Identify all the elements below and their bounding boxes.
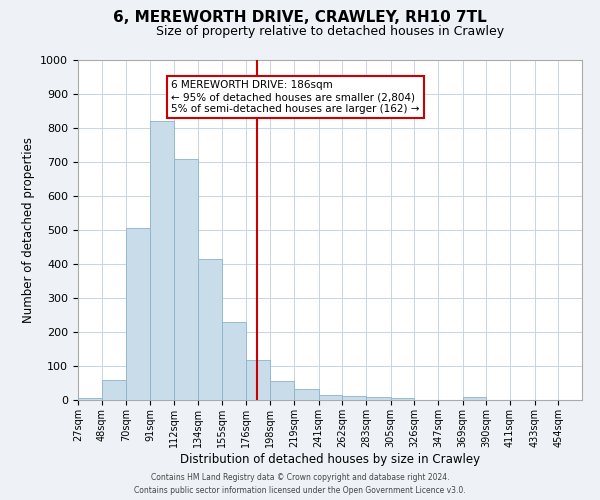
Bar <box>319 395 343 400</box>
Text: 6 MEREWORTH DRIVE: 186sqm
← 95% of detached houses are smaller (2,804)
5% of sem: 6 MEREWORTH DRIVE: 186sqm ← 95% of detac… <box>172 80 420 114</box>
Y-axis label: Number of detached properties: Number of detached properties <box>22 137 35 323</box>
Text: 6, MEREWORTH DRIVE, CRAWLEY, RH10 7TL: 6, MEREWORTH DRIVE, CRAWLEY, RH10 7TL <box>113 10 487 25</box>
Bar <box>150 121 173 400</box>
Bar <box>127 228 150 400</box>
Bar <box>245 360 271 400</box>
Bar <box>78 398 101 400</box>
Bar <box>173 158 199 400</box>
Bar <box>101 380 127 400</box>
Bar <box>343 396 366 400</box>
Bar <box>271 380 294 400</box>
Bar <box>391 398 415 400</box>
Text: Contains HM Land Registry data © Crown copyright and database right 2024.
Contai: Contains HM Land Registry data © Crown c… <box>134 474 466 495</box>
Bar <box>199 259 222 400</box>
Bar <box>366 397 391 400</box>
X-axis label: Distribution of detached houses by size in Crawley: Distribution of detached houses by size … <box>180 452 480 466</box>
Bar <box>463 398 487 400</box>
Bar <box>222 322 245 400</box>
Bar <box>294 389 319 400</box>
Title: Size of property relative to detached houses in Crawley: Size of property relative to detached ho… <box>156 25 504 38</box>
